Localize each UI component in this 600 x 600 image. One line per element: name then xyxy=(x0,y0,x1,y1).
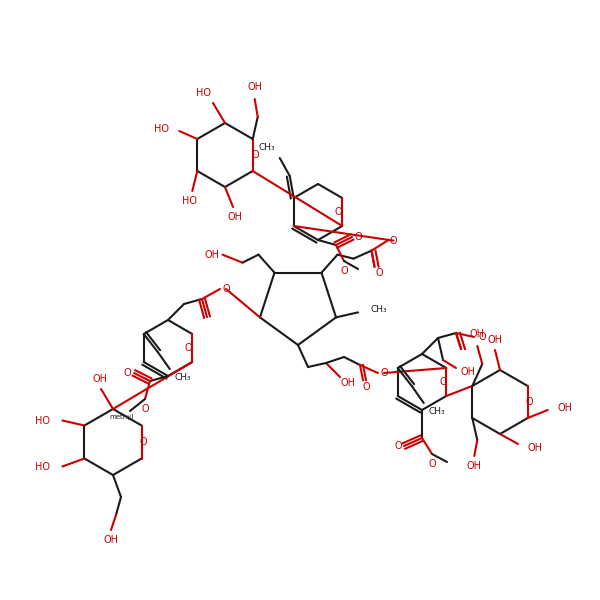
Text: O: O xyxy=(252,150,260,160)
Text: OH: OH xyxy=(104,535,119,545)
Text: O: O xyxy=(123,368,131,378)
Text: OH: OH xyxy=(467,461,482,471)
Text: OH: OH xyxy=(470,329,485,339)
Text: O: O xyxy=(526,397,533,407)
Text: OH: OH xyxy=(92,374,107,384)
Text: HO: HO xyxy=(182,196,197,206)
Text: HO: HO xyxy=(35,415,50,425)
Text: O: O xyxy=(141,404,149,414)
Text: HO: HO xyxy=(154,124,169,134)
Text: CH₃: CH₃ xyxy=(175,373,191,383)
Text: OH: OH xyxy=(558,403,573,413)
Text: O: O xyxy=(340,266,348,276)
Text: O: O xyxy=(439,377,447,387)
Text: OH: OH xyxy=(528,443,543,453)
Text: CH₃: CH₃ xyxy=(370,305,386,314)
Text: O: O xyxy=(478,332,486,342)
Text: OH: OH xyxy=(247,82,262,92)
Text: O: O xyxy=(380,368,388,378)
Text: OH: OH xyxy=(205,250,220,260)
Text: OH: OH xyxy=(341,378,355,388)
Text: OH: OH xyxy=(487,335,503,345)
Text: O: O xyxy=(334,207,342,217)
Text: OH: OH xyxy=(461,367,476,377)
Text: methyl: methyl xyxy=(110,414,134,420)
Text: O: O xyxy=(140,437,148,447)
Text: O: O xyxy=(184,343,192,353)
Text: O: O xyxy=(222,284,230,294)
Text: HO: HO xyxy=(35,461,50,472)
Text: O: O xyxy=(354,232,362,242)
Text: O: O xyxy=(362,382,370,392)
Text: CH₃: CH₃ xyxy=(258,143,275,152)
Text: HO: HO xyxy=(196,88,211,98)
Text: O: O xyxy=(389,236,397,245)
Text: OH: OH xyxy=(227,212,242,222)
Text: O: O xyxy=(394,441,402,451)
Text: O: O xyxy=(428,459,436,469)
Text: O: O xyxy=(376,268,383,278)
Text: CH₃: CH₃ xyxy=(429,407,445,416)
